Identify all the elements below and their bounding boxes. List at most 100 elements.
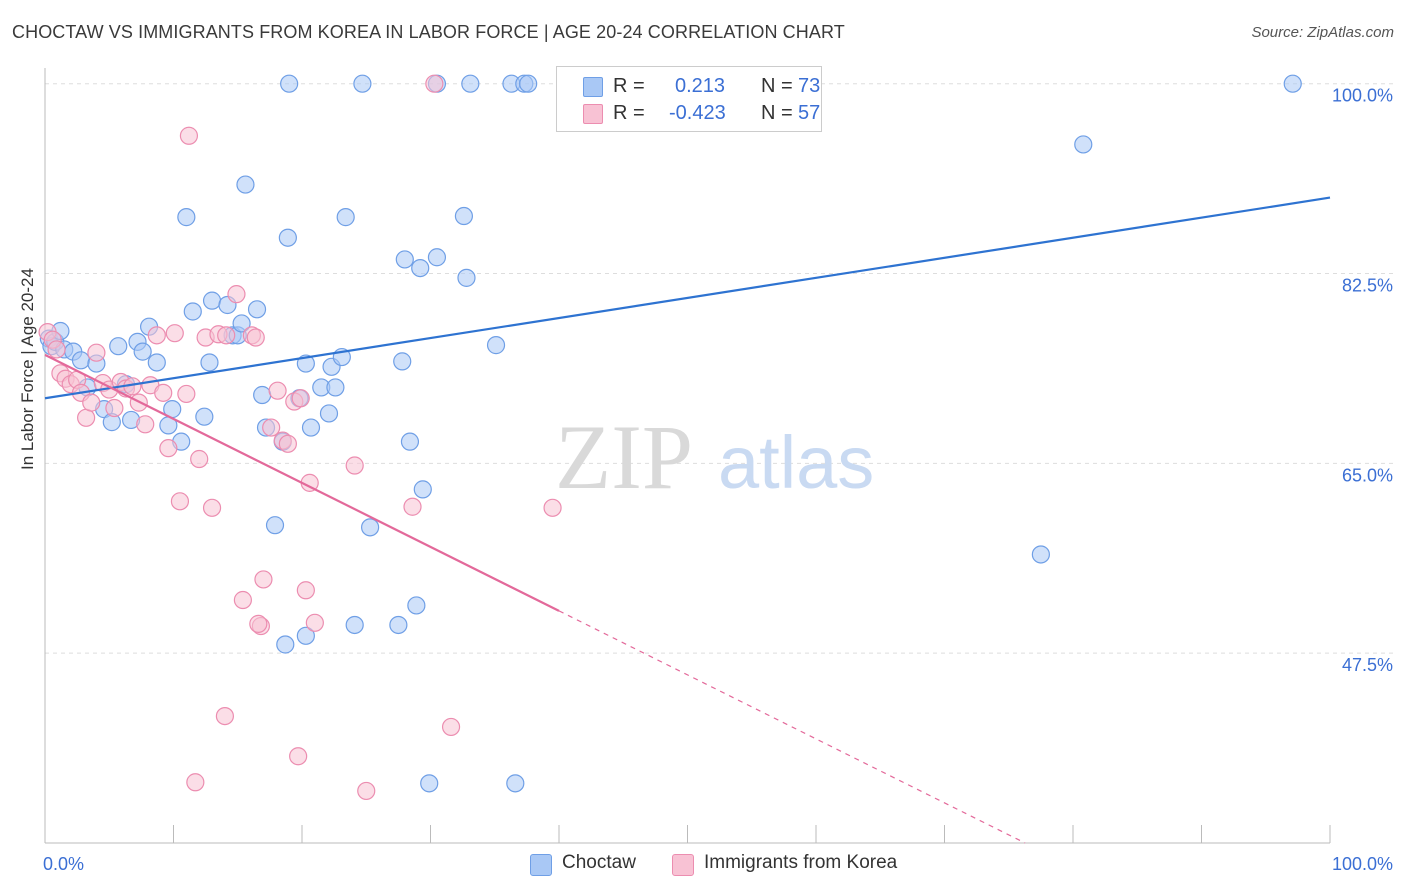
korea-point [249, 614, 268, 633]
korea-point [289, 747, 308, 766]
choctaw-point [253, 385, 272, 405]
korea-point [177, 384, 196, 404]
choctaw-point [519, 74, 538, 93]
legend-swatch-korea [583, 104, 603, 124]
legend-swatch-choctaw [583, 77, 603, 97]
korea-trend-line [44, 353, 560, 612]
y-axis-label: In Labor Force | Age 20-24 [18, 268, 37, 470]
choctaw-point [345, 615, 364, 635]
choctaw-point [296, 626, 315, 645]
correlation-legend: R = 0.213 N = 73 R = -0.423 N = 57 [556, 66, 822, 132]
korea-point [262, 418, 281, 437]
choctaw-point [301, 418, 321, 437]
choctaw-point [413, 480, 432, 499]
korea-point [159, 439, 178, 458]
korea-point [278, 434, 297, 453]
watermark-zip: ZIP [555, 406, 693, 508]
y-tick-label: 100.0% [1332, 86, 1393, 106]
choctaw-point [400, 432, 420, 451]
korea-point [403, 497, 422, 516]
korea-point [441, 717, 461, 737]
y-tick-label: 82.5% [1342, 276, 1393, 296]
korea-point [246, 328, 265, 347]
bottom-legend-label-korea: Immigrants from Korea [704, 852, 898, 873]
korea-point [305, 613, 324, 632]
korea-point [47, 340, 66, 359]
tick-labels: 47.5% 65.0% 82.5% 100.0% 0.0% 100.0% [43, 86, 1393, 874]
korea-point [179, 126, 199, 145]
korea-point [217, 326, 236, 345]
korea-point [105, 398, 124, 418]
choctaw-point [236, 175, 255, 194]
watermark: ZIP atlas [555, 406, 874, 508]
bottom-legend-label-choctaw: Choctaw [562, 852, 636, 873]
watermark-atlas: atlas [718, 421, 874, 504]
korea-point [77, 408, 96, 427]
korea-point [87, 343, 106, 362]
choctaw-point [336, 208, 355, 227]
choctaw-point [247, 300, 267, 319]
korea-point [291, 389, 310, 408]
korea-point [165, 324, 184, 343]
choctaw-point [195, 407, 214, 426]
korea-trend-extension [558, 610, 1026, 844]
legend-n-value-korea: 57 [798, 102, 821, 124]
choctaw-trend-line [44, 196, 1331, 400]
choctaw-point [393, 352, 412, 371]
korea-point [190, 449, 209, 469]
choctaw-point [177, 208, 196, 227]
choctaw-point [486, 336, 506, 355]
choctaw-point [276, 635, 295, 654]
trend-lines [44, 196, 1331, 844]
korea-point [154, 383, 173, 402]
korea-point [227, 285, 246, 304]
korea-point [136, 415, 155, 434]
korea-point [345, 456, 364, 475]
choctaw-point [71, 351, 91, 370]
korea-point [186, 773, 205, 792]
choctaw-point [278, 228, 297, 247]
choctaw-point [420, 774, 439, 793]
choctaw-point [407, 596, 426, 615]
choctaw-point [280, 74, 299, 93]
choctaw-point [232, 314, 251, 333]
choctaw-point [361, 518, 380, 537]
choctaw-point [147, 353, 166, 372]
choctaw-point [353, 74, 372, 93]
bottom-legend-swatch-korea [672, 854, 694, 876]
legend-n-value-choctaw: 73 [798, 75, 821, 97]
korea-point [543, 498, 562, 517]
choctaw-point [133, 342, 152, 361]
korea-point [233, 590, 252, 610]
choctaw-point [454, 206, 474, 226]
choctaw-point [109, 337, 128, 356]
choctaw-point [1074, 135, 1093, 154]
legend-n-label: N = [761, 75, 793, 97]
korea-point [425, 74, 444, 93]
choctaw-point [506, 774, 525, 793]
choctaw-point [1283, 74, 1302, 93]
gridlines [45, 83, 1395, 654]
chart-title: CHOCTAW VS IMMIGRANTS FROM KOREA IN LABO… [12, 22, 845, 42]
choctaw-point [389, 615, 408, 635]
korea-points [38, 74, 562, 801]
choctaw-point [395, 250, 414, 269]
choctaw-point [457, 268, 476, 287]
korea-point [170, 492, 190, 511]
korea-point [202, 498, 222, 517]
y-tick-label: 65.0% [1342, 465, 1393, 485]
korea-point [215, 706, 234, 726]
korea-point [296, 581, 315, 600]
bottom-legend-swatch-choctaw [530, 854, 552, 876]
legend-r-value-choctaw: 0.213 [675, 75, 726, 97]
x-tick-label-max: 100.0% [1332, 854, 1393, 874]
source-credit: Source: ZipAtlas.com [1251, 24, 1394, 41]
legend-r-value-korea: -0.423 [669, 102, 726, 124]
choctaw-point [200, 353, 219, 372]
x-tick-label-min: 0.0% [43, 854, 84, 874]
choctaw-point [1031, 545, 1050, 564]
axes [44, 68, 1331, 844]
choctaw-point [326, 378, 345, 397]
choctaw-point [319, 404, 339, 423]
